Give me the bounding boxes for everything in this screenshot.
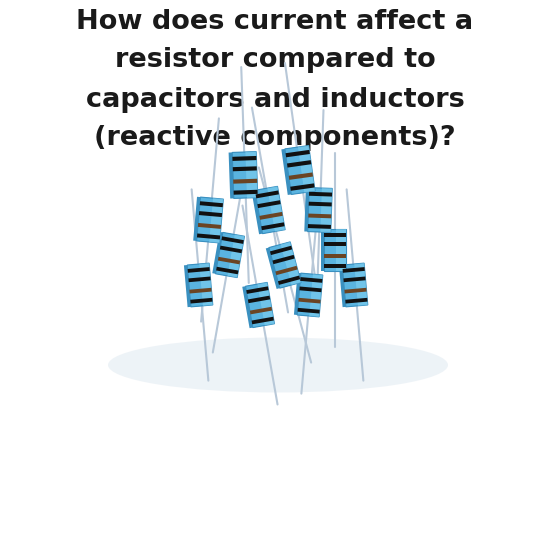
Polygon shape <box>251 187 282 234</box>
Polygon shape <box>232 156 256 161</box>
Polygon shape <box>269 242 301 288</box>
Polygon shape <box>282 146 311 195</box>
Polygon shape <box>248 296 270 303</box>
Text: (reactive components)?: (reactive components)? <box>94 125 456 151</box>
Polygon shape <box>276 266 298 275</box>
Polygon shape <box>188 267 210 273</box>
Polygon shape <box>342 263 368 307</box>
Polygon shape <box>343 267 365 273</box>
Polygon shape <box>246 287 268 294</box>
Polygon shape <box>233 179 257 184</box>
Polygon shape <box>260 212 283 220</box>
Polygon shape <box>257 200 280 208</box>
Polygon shape <box>222 236 244 244</box>
Polygon shape <box>300 277 322 283</box>
Text: capacitors and inductors: capacitors and inductors <box>86 87 464 113</box>
Polygon shape <box>345 298 367 304</box>
Polygon shape <box>344 288 367 294</box>
Polygon shape <box>209 198 223 243</box>
Polygon shape <box>321 229 343 271</box>
Polygon shape <box>308 188 332 233</box>
Polygon shape <box>321 188 332 233</box>
Polygon shape <box>251 317 274 324</box>
Polygon shape <box>324 233 346 236</box>
Polygon shape <box>189 288 212 294</box>
Polygon shape <box>285 146 315 195</box>
Polygon shape <box>299 287 322 292</box>
Polygon shape <box>190 298 212 304</box>
Polygon shape <box>308 213 331 218</box>
Polygon shape <box>297 273 323 317</box>
Polygon shape <box>272 255 295 264</box>
Polygon shape <box>228 234 245 278</box>
Polygon shape <box>339 263 365 307</box>
Polygon shape <box>198 223 221 229</box>
Polygon shape <box>200 201 223 207</box>
Polygon shape <box>261 222 284 230</box>
Polygon shape <box>309 202 332 206</box>
Polygon shape <box>233 166 257 171</box>
Polygon shape <box>324 243 346 246</box>
Polygon shape <box>324 229 346 271</box>
Polygon shape <box>270 246 292 255</box>
Text: How does current affect a: How does current affect a <box>76 9 474 35</box>
Polygon shape <box>287 160 311 168</box>
Polygon shape <box>245 282 274 328</box>
Polygon shape <box>324 254 346 257</box>
Polygon shape <box>298 146 315 192</box>
Polygon shape <box>197 197 223 243</box>
Polygon shape <box>220 246 242 253</box>
Polygon shape <box>189 277 211 282</box>
Polygon shape <box>229 152 254 199</box>
Polygon shape <box>212 232 241 277</box>
Polygon shape <box>324 264 346 268</box>
Polygon shape <box>298 308 320 314</box>
Polygon shape <box>187 263 213 307</box>
Polygon shape <box>216 267 239 274</box>
Polygon shape <box>308 224 331 229</box>
Polygon shape <box>245 152 258 198</box>
Polygon shape <box>199 211 222 217</box>
Polygon shape <box>299 298 321 304</box>
Polygon shape <box>199 263 213 306</box>
Polygon shape <box>184 263 210 307</box>
Polygon shape <box>257 282 274 326</box>
Polygon shape <box>343 277 366 282</box>
Polygon shape <box>290 183 315 191</box>
Polygon shape <box>309 192 332 196</box>
Polygon shape <box>285 150 310 157</box>
Polygon shape <box>232 152 258 199</box>
Polygon shape <box>234 190 257 195</box>
Polygon shape <box>255 186 285 234</box>
Polygon shape <box>218 257 240 265</box>
Polygon shape <box>216 233 245 278</box>
Polygon shape <box>278 276 300 285</box>
Polygon shape <box>197 233 220 239</box>
Polygon shape <box>267 186 285 232</box>
Polygon shape <box>242 283 271 328</box>
Polygon shape <box>266 243 298 289</box>
Polygon shape <box>304 188 329 232</box>
Text: resistor compared to: resistor compared to <box>114 47 436 73</box>
Polygon shape <box>193 197 220 243</box>
Ellipse shape <box>108 338 448 393</box>
Polygon shape <box>354 263 368 306</box>
Polygon shape <box>250 307 272 315</box>
Polygon shape <box>309 274 323 317</box>
Polygon shape <box>294 273 320 317</box>
Polygon shape <box>289 173 313 180</box>
Polygon shape <box>256 190 279 199</box>
Polygon shape <box>280 242 301 285</box>
Polygon shape <box>336 229 346 271</box>
